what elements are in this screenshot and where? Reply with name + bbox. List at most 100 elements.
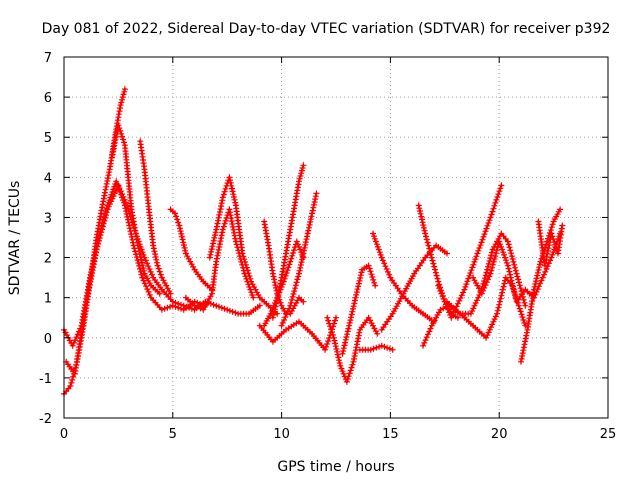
series-arc-18 [378,242,450,333]
data-point [550,256,553,259]
data-point [484,336,488,339]
data-point [358,348,362,351]
data-point [371,232,375,235]
data-point [500,184,503,187]
x-tick-label: 15 [382,427,399,442]
y-tick-label: 0 [44,332,52,347]
data-point [339,364,342,368]
data-point [424,232,427,235]
data-point [297,180,301,183]
data-point [354,296,357,299]
series-arc-23 [470,230,564,305]
data-point [221,228,224,231]
data-point [541,276,544,279]
data-point [234,240,238,243]
data-point [347,324,351,327]
data-point [102,200,105,203]
data-point [445,300,449,303]
data-point [471,324,475,327]
data-point [210,292,214,295]
data-point [84,304,88,307]
series-markers [108,122,163,297]
data-point [543,264,547,267]
series-arc-8 [206,174,281,317]
data-point [202,280,205,283]
data-point [228,208,231,211]
grid [64,57,608,418]
series-arc-25 [535,218,566,269]
data-point [160,276,164,279]
series-arc-9 [261,218,307,317]
axis-ticks: 0 5 10 15 20 25 -2 -1 0 1 2 3 4 5 6 7 [39,51,616,442]
data-point [234,204,238,207]
data-point [258,304,261,307]
data-point [263,220,266,223]
data-point [437,284,440,287]
series-line [371,233,435,323]
data-point [558,208,562,211]
data-point [278,288,281,291]
series-markers [356,342,396,353]
series-arc-17 [370,230,437,325]
data-point [284,328,288,331]
y-axis-label: SDTVAR / TECUs [7,181,23,296]
data-point [550,232,553,235]
data-point [515,300,518,303]
data-point [158,292,161,295]
data-point [271,340,275,343]
data-point [221,196,224,199]
data-point [136,244,140,247]
data-point [95,248,98,251]
plot-frame [63,56,609,419]
data-point [519,360,523,363]
data-point [561,224,564,227]
data-point [241,252,244,255]
data-point [119,103,122,107]
data-point [267,304,270,307]
data-point [524,288,527,291]
series-line [341,264,377,355]
data-point [123,87,127,91]
data-point [315,192,318,195]
data-point [445,252,449,255]
data-point [476,252,479,255]
data-point [152,276,155,279]
series-arc-7 [182,206,257,313]
data-point [171,304,174,307]
data-point [537,220,540,223]
data-point [117,124,120,127]
series-arc-24 [518,206,564,365]
data-point [360,268,364,271]
data-point [160,288,164,291]
data-point [424,256,427,259]
data-point [193,300,196,303]
data-point [284,252,288,255]
data-point [374,284,377,287]
data-point [215,228,218,231]
data-point [458,312,462,315]
x-tick-label: 5 [169,427,177,442]
data-point [156,264,159,267]
data-point [402,292,405,295]
data-point [434,244,438,247]
data-point [73,372,77,376]
series-arc-21 [435,182,505,321]
data-point [125,204,129,207]
data-point [417,204,420,207]
data-point [380,256,383,259]
data-series [61,86,566,397]
data-point [376,332,379,335]
data-point [289,312,292,315]
data-point [506,264,510,267]
series-line [258,317,338,351]
y-tick-label: 4 [44,171,52,186]
x-tick-label: 0 [60,427,68,442]
data-point [169,292,172,295]
series-arc-3 [63,182,263,377]
series-arc-11 [269,162,307,321]
data-point [500,232,503,235]
data-point [389,276,392,279]
series-arc-15 [339,262,379,357]
data-point [380,328,383,331]
data-point [65,360,68,363]
